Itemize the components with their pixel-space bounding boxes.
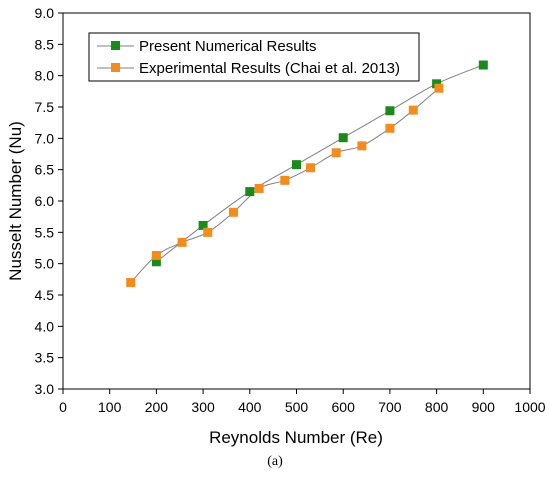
series-markers (126, 60, 488, 287)
data-point (434, 83, 444, 93)
x-tick-label: 800 (425, 399, 449, 415)
x-tick-label: 0 (59, 399, 67, 415)
x-tick-label: 400 (238, 399, 262, 415)
y-tick-label: 7.5 (35, 99, 55, 115)
y-tick-label: 9.0 (35, 5, 55, 21)
y-tick-label: 7.0 (35, 130, 55, 146)
y-tick-label: 5.5 (35, 224, 55, 240)
y-tick-label: 4.5 (35, 287, 55, 303)
data-point (478, 60, 488, 70)
data-point (203, 227, 213, 237)
x-tick-label: 200 (145, 399, 169, 415)
y-tick-label: 8.5 (35, 36, 55, 52)
x-tick-label: 900 (472, 399, 496, 415)
y-axis-title: Nusselt Number (Nu) (6, 121, 25, 281)
data-point (331, 148, 341, 158)
x-tick-label: 1000 (514, 399, 545, 415)
data-point (292, 160, 301, 170)
y-tick-label: 6.0 (35, 193, 55, 209)
y-tick-label: 6.5 (35, 162, 55, 178)
y-tick-label: 5.0 (35, 256, 55, 272)
data-point (385, 106, 395, 116)
legend-marker-experimental (111, 63, 120, 72)
y-tick-label: 3.0 (35, 381, 55, 397)
data-point (357, 141, 367, 151)
data-point (408, 105, 418, 115)
y-axis: 3.0 3.5 4.0 4.5 5.0 5.5 6.0 6.5 7.0 7.5 8.0 8.5 9.0 (35, 5, 63, 397)
data-point (338, 133, 348, 143)
x-axis: 0 100 200 300 400 500 600 700 800 900 1000 (59, 389, 546, 415)
legend-box (88, 32, 420, 82)
data-point (126, 277, 136, 287)
data-point (151, 251, 161, 261)
data-point (245, 187, 255, 197)
data-point (228, 207, 238, 217)
x-tick-label: 100 (98, 399, 122, 415)
data-point (385, 123, 395, 133)
y-tick-label: 3.5 (35, 350, 55, 366)
data-point (151, 257, 161, 267)
x-tick-label: 600 (332, 399, 356, 415)
data-point (177, 237, 187, 247)
x-tick-label: 700 (378, 399, 402, 415)
x-tick-label: 500 (285, 399, 309, 415)
data-point (280, 175, 290, 185)
chart: 3.03.54.04.55.05.56.06.57.07.58.08.59.0 … (6, 5, 546, 447)
y-tick-label: 8.0 (35, 68, 55, 84)
figure-caption: (a) (267, 454, 283, 469)
legend: Present Numerical Results Experimental R… (88, 32, 420, 82)
legend-marker-numerical (111, 41, 120, 50)
data-point (306, 163, 316, 173)
y-tick-label: 4.0 (35, 318, 55, 334)
legend-label-experimental: Experimental Results (Chai et al. 2013) (139, 60, 400, 77)
x-axis-title: Reynolds Number (Re) (209, 428, 383, 447)
x-tick-label: 300 (191, 399, 215, 415)
data-point (254, 183, 264, 193)
legend-label-numerical: Present Numerical Results (139, 38, 317, 55)
data-point (198, 220, 208, 230)
